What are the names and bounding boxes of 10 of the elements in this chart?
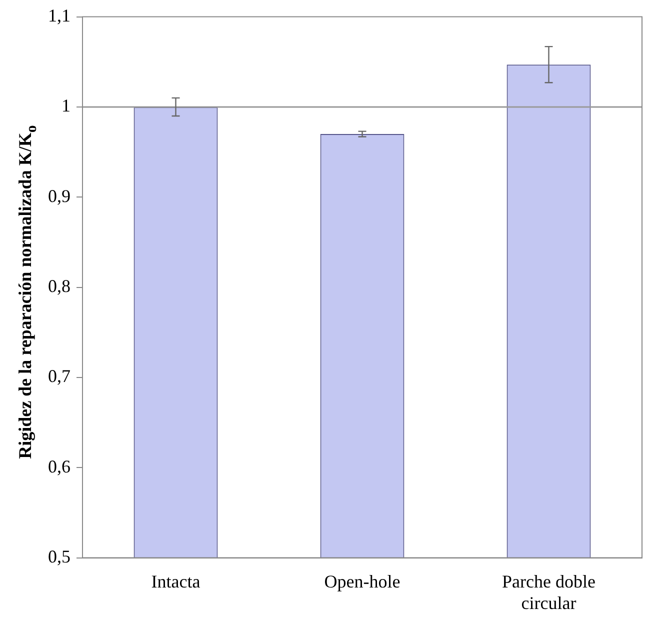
x-tick-label: Intacta xyxy=(151,571,200,592)
y-tick-label: 0,7 xyxy=(48,366,70,386)
y-tick-label: 1 xyxy=(62,96,70,116)
x-tick-label: Parche doble circular xyxy=(502,571,596,613)
y-tick-label: 1,1 xyxy=(48,6,70,26)
y-tick-label: 0,9 xyxy=(48,186,70,206)
y-tick-label: 0,5 xyxy=(48,546,70,567)
y-tick-label: 0,8 xyxy=(48,276,70,296)
y-tick-label: 0,6 xyxy=(48,456,70,476)
x-tick-label: Open-hole xyxy=(324,571,400,592)
